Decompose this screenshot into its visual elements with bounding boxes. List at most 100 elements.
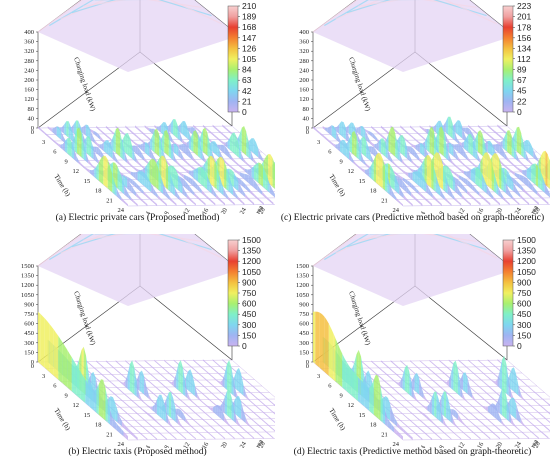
z-tick-label: 300 xyxy=(299,340,309,347)
x-tick-label: 9 xyxy=(340,392,343,399)
colorbar-tick-label: 450 xyxy=(517,309,531,319)
z-tick-label: 160 xyxy=(24,87,34,94)
z-tick-label: 200 xyxy=(24,77,34,84)
y-tick-label: 28 xyxy=(533,207,542,214)
colorbar-tick-label: 156 xyxy=(517,33,531,43)
z-tick-label: 400 xyxy=(299,29,309,36)
x-tick-label: 15 xyxy=(84,178,91,185)
colorbar-tick-label: 63 xyxy=(242,75,252,85)
colorbar-tick-label: 1050 xyxy=(242,267,261,277)
colorbar xyxy=(502,239,514,347)
x-tick-label: 6 xyxy=(328,149,332,156)
y-tick-label: 24 xyxy=(514,206,524,214)
chart-caption: (c) Electric private cars (Predictive me… xyxy=(280,213,545,223)
colorbar-tick-label: 89 xyxy=(517,65,527,75)
y-tick-label: 24 xyxy=(239,206,249,214)
y-tick-label: 16 xyxy=(476,440,486,448)
z-tick-label: 1350 xyxy=(21,273,34,280)
colorbar-tick-label: 112 xyxy=(517,54,531,64)
y-tick-label: 12 xyxy=(457,441,466,448)
z-tick-label: 1050 xyxy=(21,292,34,299)
y-tick-label: 12 xyxy=(182,441,191,448)
z-tick-label: 40 xyxy=(303,115,310,122)
colorbar-tick-label: 67 xyxy=(517,75,527,85)
x-tick-label: 0 xyxy=(31,363,34,370)
z-tick-label: 240 xyxy=(24,67,34,74)
z-tick-label: 900 xyxy=(299,301,309,308)
x-tick-label: 6 xyxy=(53,383,57,390)
colorbar-tick-label: 189 xyxy=(242,12,256,22)
colorbar-tick-label: 0 xyxy=(517,341,522,351)
z-tick-label: 1500 xyxy=(296,263,309,270)
z-tick-label: 600 xyxy=(299,321,309,328)
colorbar-tick-label: 22 xyxy=(517,97,527,107)
colorbar-tick-label: 150 xyxy=(242,330,256,340)
colorbar-tick-label: 21 xyxy=(242,96,252,106)
x-axis-label: Time (h) xyxy=(327,173,347,199)
z-tick-label: 280 xyxy=(299,58,309,65)
y-tick-label: 8 xyxy=(163,210,171,214)
colorbar-tick-label: 600 xyxy=(517,299,531,309)
chart-caption: (a) Electric private cars (Proposed meth… xyxy=(55,213,220,223)
chart-panel-b: 0 150 300 450 600 750 900 1050 1200 1350 1500 Charg… xyxy=(0,234,275,468)
x-tick-label: 18 xyxy=(370,422,377,429)
y-tick-label: 24 xyxy=(239,440,249,448)
y-axis-label: Area xyxy=(526,203,540,214)
y-tick-label: 12 xyxy=(457,207,466,214)
colorbar-tick-label: 105 xyxy=(242,54,256,64)
colorbar-tick-label: 1350 xyxy=(517,246,536,256)
y-tick-label: 16 xyxy=(476,206,486,214)
colorbar-tick-label: 223 xyxy=(517,1,531,11)
colorbar-tick-label: 750 xyxy=(517,288,531,298)
x-tick-label: 0 xyxy=(31,129,34,136)
x-tick-label: 21 xyxy=(106,431,113,438)
z-tick-label: 360 xyxy=(24,39,34,46)
z-tick-label: 240 xyxy=(299,67,309,74)
x-tick-label: 12 xyxy=(348,402,355,409)
z-tick-label: 160 xyxy=(299,87,309,94)
z-tick-label: 450 xyxy=(299,330,309,337)
z-tick-label: 400 xyxy=(24,29,34,36)
y-tick-label: 28 xyxy=(258,441,267,448)
z-tick-label: 300 xyxy=(24,340,34,347)
y-axis-label: Area xyxy=(251,203,265,214)
y-tick-label: 28 xyxy=(533,441,542,448)
z-axis-label: Charging load (kW) xyxy=(347,290,372,347)
colorbar-tick-label: 126 xyxy=(242,43,256,53)
x-tick-label: 6 xyxy=(328,383,332,390)
z-tick-label: 0 xyxy=(31,125,34,132)
colorbar-tick-label: 45 xyxy=(517,86,527,96)
x-tick-label: 3 xyxy=(42,373,45,380)
x-tick-label: 6 xyxy=(53,149,57,156)
z-tick-label: 0 xyxy=(306,125,309,132)
y-tick-label: 20 xyxy=(220,441,229,448)
colorbar-tick-label: 178 xyxy=(517,22,531,32)
z-tick-label: 1500 xyxy=(21,263,34,270)
colorbar-tick-label: 1500 xyxy=(517,235,536,245)
z-tick-label: 320 xyxy=(24,48,34,55)
colorbar-tick-label: 1350 xyxy=(242,246,261,256)
x-tick-label: 9 xyxy=(65,392,68,399)
x-tick-label: 3 xyxy=(42,139,45,146)
z-tick-label: 80 xyxy=(303,106,310,113)
surface-chart: 01503004506007509001050120013501500Charg… xyxy=(296,234,550,448)
colorbar-tick-label: 210 xyxy=(242,1,256,11)
z-tick-label: 1350 xyxy=(296,273,309,280)
x-tick-label: 15 xyxy=(84,412,91,419)
z-axis-label: Charging load (kW) xyxy=(72,56,97,113)
y-tick-label: 20 xyxy=(495,207,504,214)
x-tick-label: 24 xyxy=(118,441,125,448)
y-tick-label: 8 xyxy=(438,444,446,448)
z-tick-label: 1050 xyxy=(296,292,309,299)
z-tick-label: 360 xyxy=(299,39,309,46)
chart-panel-a: 0 40 80 120 160 200 240 280 320 360 400 Charging lo… xyxy=(0,0,275,234)
z-tick-label: 320 xyxy=(299,48,309,55)
colorbar-tick-label: 0 xyxy=(242,341,247,351)
z-tick-label: 40 xyxy=(28,115,35,122)
x-axis-label: Time (h) xyxy=(52,173,72,199)
x-tick-label: 9 xyxy=(65,158,68,165)
x-tick-label: 3 xyxy=(317,373,320,380)
z-tick-label: 120 xyxy=(299,96,309,103)
x-tick-label: 21 xyxy=(381,431,388,438)
